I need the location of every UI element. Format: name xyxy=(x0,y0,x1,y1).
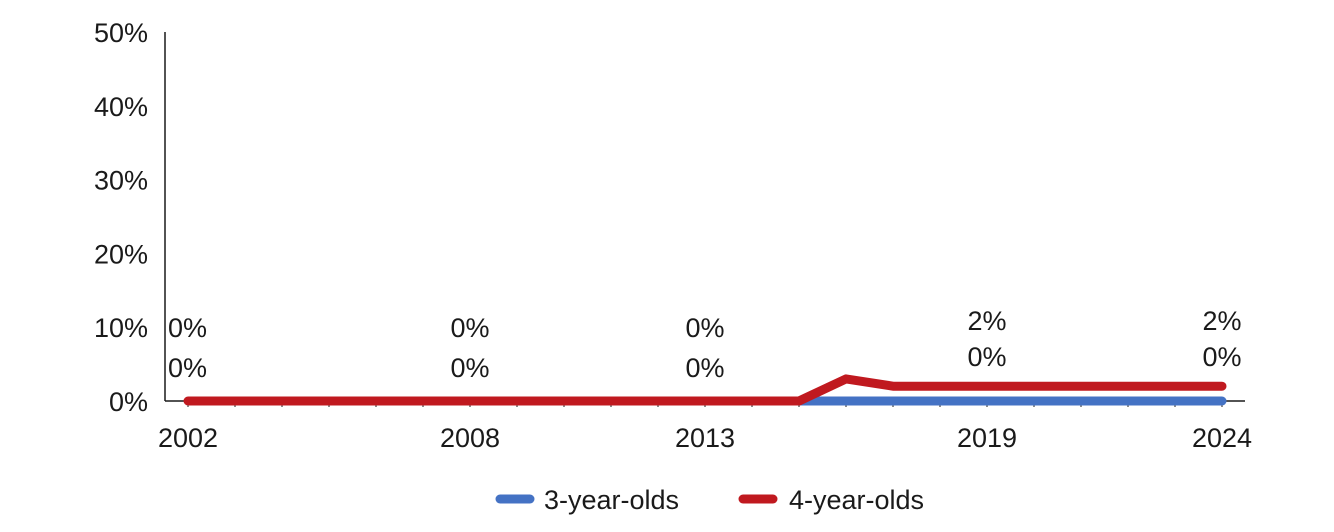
y-tick-label: 20% xyxy=(94,239,148,269)
legend: 3-year-olds 4-year-olds xyxy=(495,485,924,515)
data-label-top: 2% xyxy=(967,306,1006,336)
y-tick-label: 0% xyxy=(109,387,148,417)
x-tick-label: 2002 xyxy=(158,423,218,453)
data-label-top: 0% xyxy=(168,313,207,343)
y-tick-label: 10% xyxy=(94,313,148,343)
x-tick-label: 2019 xyxy=(957,423,1017,453)
series-layer xyxy=(183,374,1227,406)
data-labels: 0% 0% 0% 0% 0% 0% 2% 0% 2% 0% xyxy=(168,306,1242,383)
y-axis: 0% 10% 20% 30% 40% 50% xyxy=(94,18,166,417)
data-label-bottom: 0% xyxy=(967,342,1006,372)
data-label-bottom: 0% xyxy=(450,353,489,383)
series-line-four-year-olds xyxy=(183,374,1227,406)
x-axis: 2002 2008 2013 2019 2024 xyxy=(158,400,1252,453)
data-label-bottom: 0% xyxy=(1202,342,1241,372)
legend-label: 3-year-olds xyxy=(544,485,679,515)
x-tick-label: 2024 xyxy=(1192,423,1252,453)
x-tick-label: 2008 xyxy=(440,423,500,453)
data-label-top: 0% xyxy=(685,313,724,343)
legend-label: 4-year-olds xyxy=(789,485,924,515)
data-label-top: 0% xyxy=(450,313,489,343)
data-label-top: 2% xyxy=(1202,306,1241,336)
x-tick-label: 2013 xyxy=(675,423,735,453)
y-tick-label: 40% xyxy=(94,92,148,122)
data-label-bottom: 0% xyxy=(168,353,207,383)
y-tick-label: 50% xyxy=(94,18,148,48)
y-tick-label: 30% xyxy=(94,166,148,196)
data-label-bottom: 0% xyxy=(685,353,724,383)
